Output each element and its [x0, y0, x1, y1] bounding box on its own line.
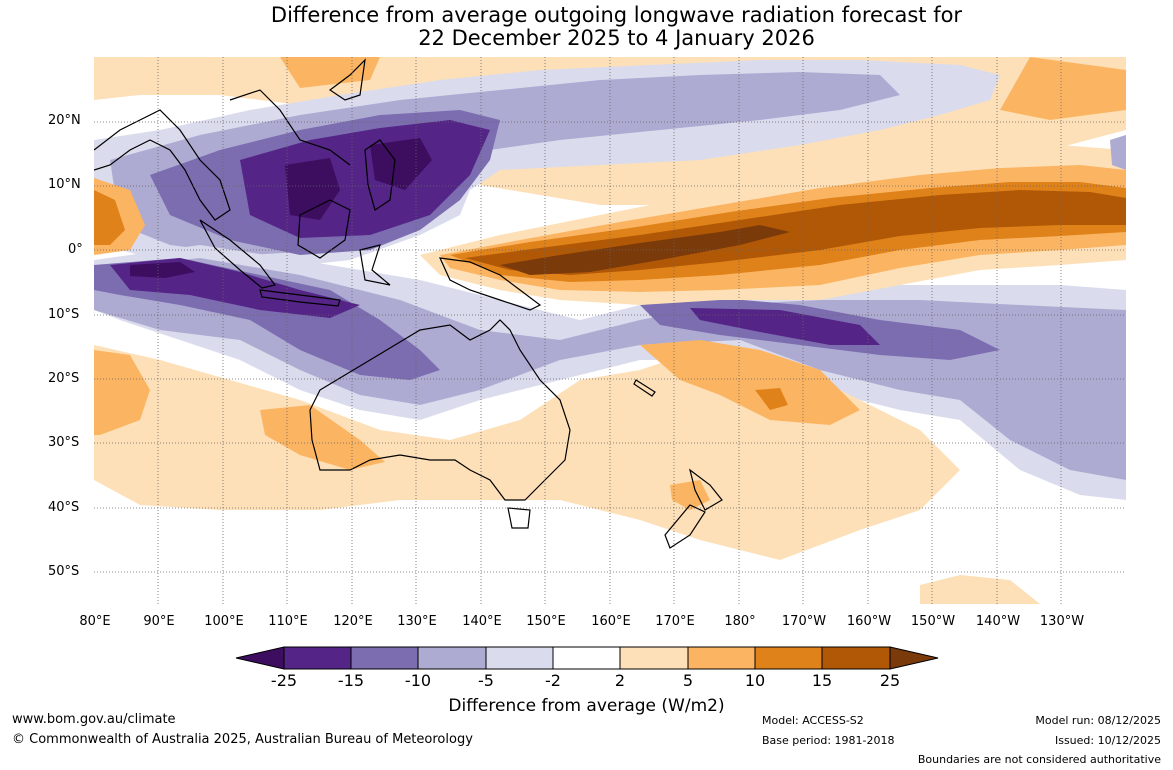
lat-label-10n: 10°N — [48, 177, 81, 192]
website-link[interactable]: www.bom.gov.au/climate — [12, 712, 176, 727]
new-guinea-coastline — [439, 257, 542, 311]
positive-anomaly-pacific-peak — [500, 225, 790, 275]
australia-coastline — [309, 319, 571, 501]
colorbar-segment-minus-25-to-minus-15 — [283, 646, 352, 670]
sulawesi-coastline — [359, 244, 391, 286]
negative-anomaly-north-pacific-patch — [1110, 135, 1126, 170]
lat-label-30s: 30°S — [48, 435, 80, 450]
colorbar-segment-minus-15-to-minus-10 — [350, 646, 419, 670]
positive-anomaly-north-pacific-orange — [1000, 57, 1126, 120]
colorbar-segment-5-to-10 — [687, 646, 756, 670]
colorbar-label: Difference from average (W/m2) — [448, 696, 725, 716]
lon-label-140w: 140°W — [975, 614, 1021, 629]
lon-label-160w: 160°W — [846, 614, 892, 629]
colorbar-segment-minus-10-to-minus-5 — [417, 646, 487, 670]
lat-label-40s: 40°S — [48, 500, 80, 515]
negative-anomaly-maritime-peak — [285, 158, 340, 220]
colorbar-segment-minus-5-to-minus-2 — [485, 646, 554, 670]
lon-label-100e: 100°E — [204, 614, 244, 629]
lon-label-80e: 80°E — [79, 614, 111, 629]
positive-anomaly-new-caledonia-core — [755, 388, 788, 410]
positive-anomaly-tasman-orange — [670, 480, 710, 510]
lon-label-160e: 160°E — [591, 614, 631, 629]
new-zealand-south-coastline — [664, 504, 706, 549]
southeast-asia-coastline — [94, 109, 231, 221]
java-coastline — [259, 289, 341, 307]
lon-label-130e: 130°E — [397, 614, 437, 629]
base-period: Base period: 1981-2018 — [762, 734, 895, 747]
negative-anomaly-spcz-core — [690, 308, 880, 345]
colorbar — [235, 646, 939, 670]
lat-label-20s: 20°S — [48, 371, 80, 386]
new-caledonia-coastline — [633, 379, 656, 397]
colorbar-tick-5: 5 — [682, 671, 694, 690]
colorbar-tick-minus-2: -2 — [545, 671, 561, 690]
positive-anomaly-west-indian-ocean-core — [94, 190, 125, 245]
lon-label-110e: 110°E — [268, 614, 308, 629]
gridlines — [94, 57, 1126, 604]
title-line-2: 22 December 2025 to 4 January 2026 — [418, 26, 815, 50]
lon-label-120e: 120°E — [333, 614, 373, 629]
lon-label-130w: 130°W — [1039, 614, 1085, 629]
boundaries-disclaimer: Boundaries are not considered authoritat… — [917, 753, 1161, 766]
colorbar-tick-10: 10 — [744, 671, 766, 690]
positive-anomaly-new-caledonia-orange — [640, 340, 860, 425]
colorbar-tick-minus-25: -25 — [270, 671, 298, 690]
colorbar-tick-15: 15 — [811, 671, 833, 690]
positive-anomaly-north-orange — [280, 57, 380, 88]
lon-label-180: 180° — [724, 614, 756, 629]
lon-label-150w: 150°W — [910, 614, 956, 629]
positive-anomaly-far-south-patch — [920, 575, 1040, 604]
issued-date: Issued: 10/12/2025 — [1054, 734, 1161, 747]
positive-anomaly-south-indian-orange — [94, 350, 150, 435]
lat-label-20n: 20°N — [48, 113, 81, 128]
colorbar-segment-below-minus-25 — [235, 646, 285, 670]
lat-label-50s: 50°S — [48, 564, 80, 579]
negative-anomaly-indian-ocean-peak — [130, 262, 195, 278]
copyright-notice: © Commonwealth of Australia 2025, Austra… — [12, 732, 473, 747]
positive-anomaly-south-australia-orange — [260, 405, 385, 470]
japan-coastline — [328, 58, 366, 101]
lat-label-0: 0° — [68, 242, 83, 257]
colorbar-segment-2-to-5 — [619, 646, 689, 670]
title-line-1: Difference from average outgoing longwav… — [270, 3, 963, 27]
lon-label-150e: 150°E — [526, 614, 566, 629]
colorbar-tick-minus-10: -10 — [404, 671, 432, 690]
colorbar-tick-minus-5: -5 — [478, 671, 494, 690]
model-run-date: Model run: 08/12/2025 — [1035, 714, 1161, 727]
colorbar-segment-15-to-25 — [821, 646, 891, 670]
sumatra-coastline — [199, 219, 277, 289]
colorbar-segment-minus-2-to-2 — [552, 646, 621, 670]
colorbar-tick-25: 25 — [879, 671, 901, 690]
coastlines — [94, 58, 723, 549]
olr-anomaly-field — [94, 57, 1126, 604]
model-name: Model: ACCESS-S2 — [762, 714, 864, 727]
lon-label-140e: 140°E — [462, 614, 502, 629]
lon-label-90e: 90°E — [143, 614, 175, 629]
china-coastline — [229, 89, 351, 166]
colorbar-tick-minus-15: -15 — [337, 671, 365, 690]
colorbar-segment-10-to-15 — [754, 646, 823, 670]
philippines-coastline — [364, 139, 396, 211]
chart-title: Difference from average outgoing longwav… — [0, 4, 1173, 50]
lon-label-170w: 170°W — [781, 614, 827, 629]
colorbar-tick-2: 2 — [614, 671, 626, 690]
lat-label-10s: 10°S — [48, 307, 80, 322]
lon-label-170e: 170°E — [655, 614, 695, 629]
negative-anomaly-philippine-peak — [370, 138, 432, 190]
colorbar-segment-above-25 — [889, 646, 939, 670]
new-zealand-north-coastline — [689, 468, 723, 511]
borneo-coastline — [297, 199, 351, 259]
tasmania-coastline — [507, 507, 531, 529]
